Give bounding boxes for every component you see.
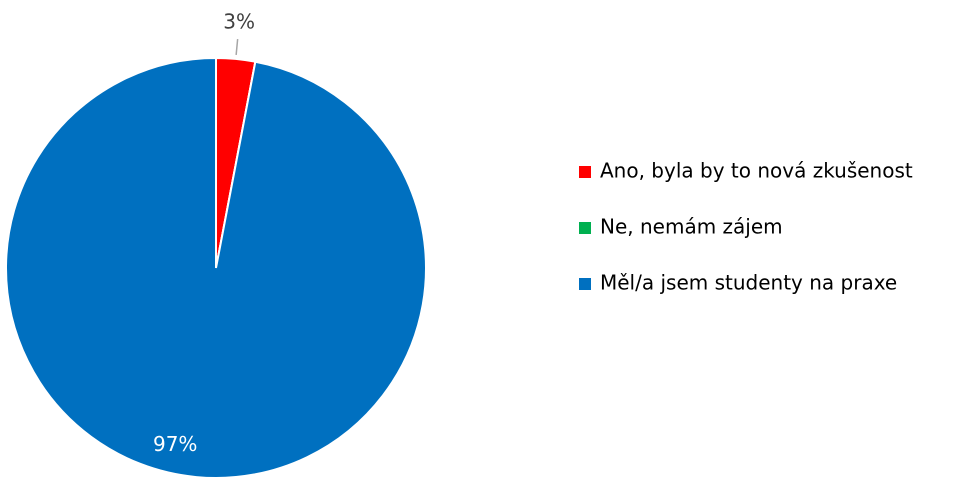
legend-label: Ne, nemám zájem <box>600 215 783 239</box>
legend-swatch <box>579 278 591 290</box>
data-label: 3% <box>223 10 255 34</box>
leader-line <box>235 38 239 56</box>
legend-swatch <box>579 166 591 178</box>
legend-swatch <box>579 222 591 234</box>
data-label: 97% <box>153 432 197 456</box>
legend-label: Měl/a jsem studenty na praxe <box>600 271 897 295</box>
legend-label: Ano, byla by to nová zkušenost <box>600 159 913 183</box>
pie-slice <box>5 56 427 479</box>
